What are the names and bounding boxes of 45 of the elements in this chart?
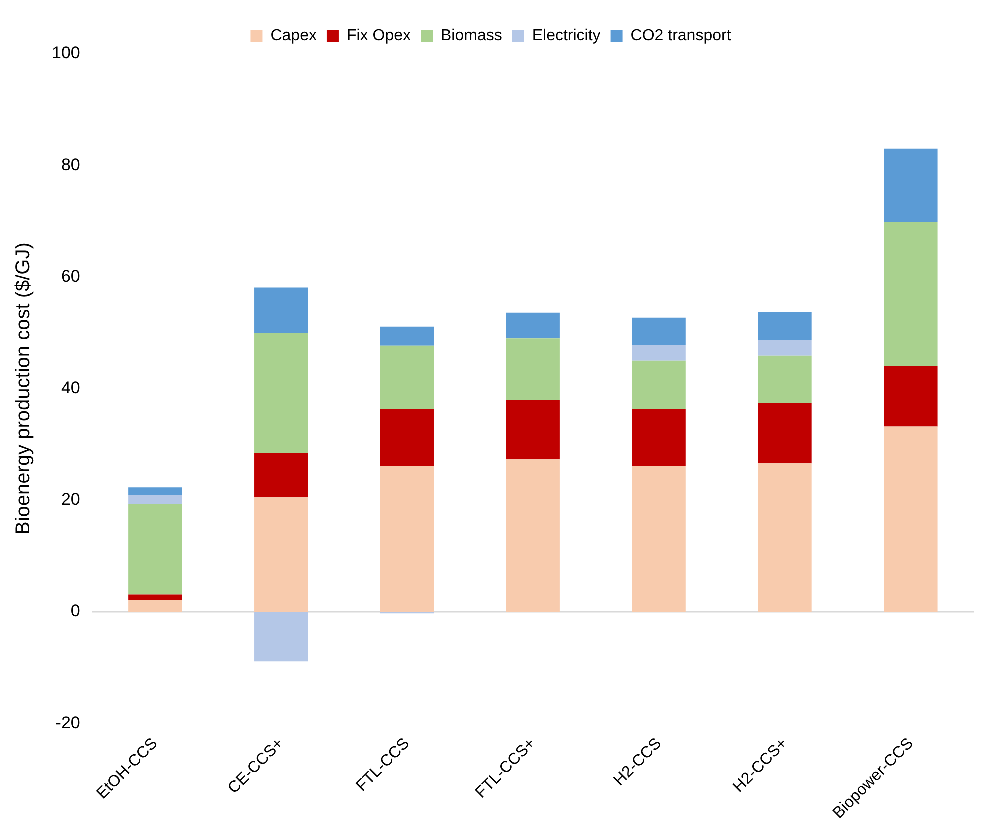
bar bbox=[128, 594, 182, 600]
bar bbox=[632, 318, 686, 346]
y-axis-title: Bioenergy production cost ($/GJ) bbox=[12, 242, 35, 535]
bar bbox=[254, 498, 308, 612]
bar bbox=[380, 326, 434, 346]
bar bbox=[506, 338, 560, 401]
bar bbox=[254, 612, 308, 662]
legend-label: Electricity bbox=[532, 27, 601, 44]
y-tick-label: 20 bbox=[61, 490, 80, 510]
bar bbox=[758, 356, 812, 404]
bar bbox=[632, 466, 686, 612]
y-tick-label: 60 bbox=[61, 266, 80, 286]
bar bbox=[632, 409, 686, 466]
legend-label: Biomass bbox=[440, 27, 502, 44]
bar bbox=[884, 222, 938, 366]
bar bbox=[506, 312, 560, 339]
bar bbox=[632, 360, 686, 410]
legend-label: Fix Opex bbox=[346, 27, 411, 44]
bar bbox=[758, 403, 812, 464]
bar bbox=[380, 466, 434, 612]
bar bbox=[128, 504, 182, 595]
bar bbox=[506, 400, 560, 460]
bar bbox=[254, 288, 308, 334]
legend-label: CO2 transport bbox=[630, 27, 732, 44]
y-tick-label: 40 bbox=[61, 378, 80, 398]
bar bbox=[758, 464, 812, 612]
bar bbox=[128, 600, 182, 612]
bar bbox=[758, 312, 812, 340]
bar bbox=[254, 334, 308, 453]
bar bbox=[380, 346, 434, 410]
bar bbox=[884, 366, 938, 427]
y-tick-label: 80 bbox=[61, 155, 80, 174]
y-tick-label: -20 bbox=[56, 713, 80, 732]
bar bbox=[884, 148, 938, 222]
bar bbox=[758, 340, 812, 356]
y-tick-label: 100 bbox=[52, 44, 80, 63]
bar bbox=[506, 460, 560, 612]
bar bbox=[380, 409, 434, 466]
bar bbox=[128, 495, 182, 504]
bar bbox=[128, 488, 182, 496]
y-tick-label: 0 bbox=[70, 602, 80, 621]
bar bbox=[884, 426, 938, 612]
legend-label: Capex bbox=[270, 27, 317, 44]
bar bbox=[632, 345, 686, 361]
bar bbox=[254, 452, 308, 498]
